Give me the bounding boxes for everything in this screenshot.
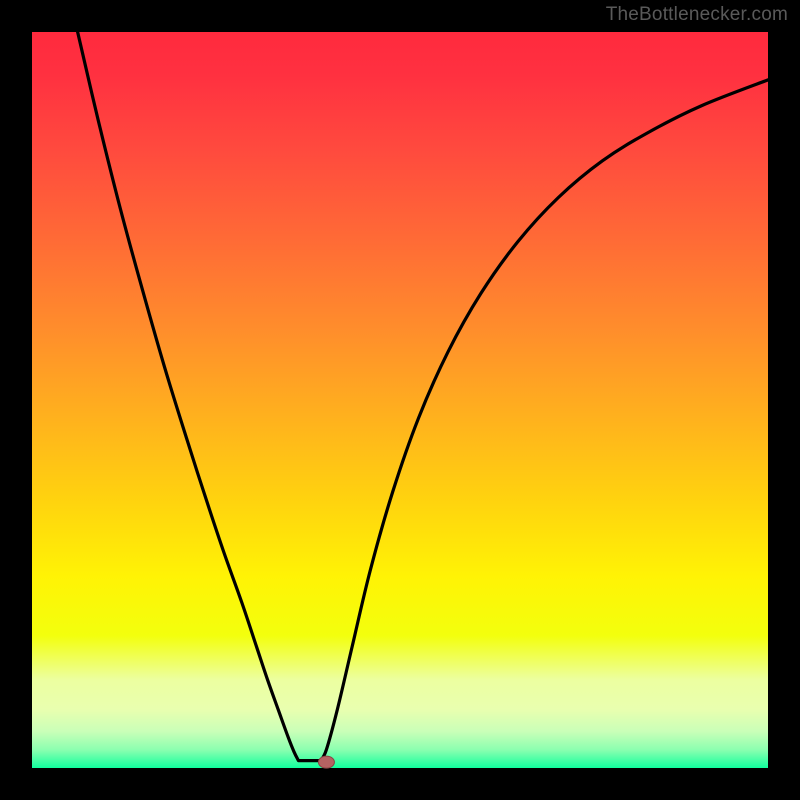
bottleneck-chart: [0, 0, 800, 800]
plot-background: [32, 32, 768, 768]
chart-frame: TheBottlenecker.com: [0, 0, 800, 800]
watermark-text: TheBottlenecker.com: [606, 4, 788, 26]
optimal-point-marker: [318, 756, 334, 768]
